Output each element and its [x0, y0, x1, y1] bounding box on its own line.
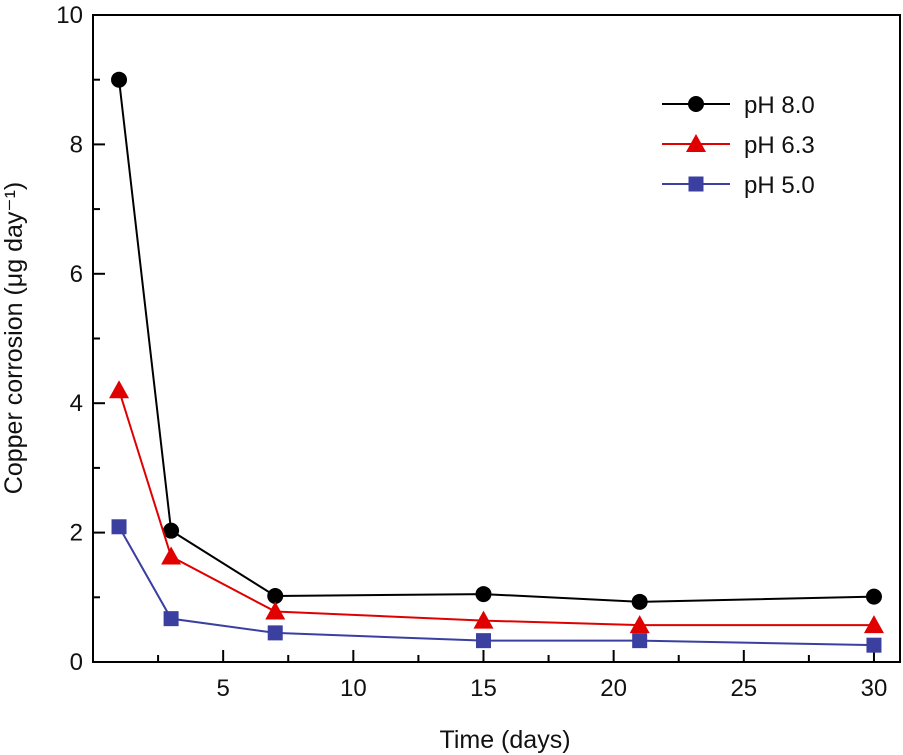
series-line — [118, 526, 874, 647]
legend-label: pH 5.0 — [744, 172, 815, 199]
legend: pH 8.0 pH 6.3 pH 5.0 — [662, 92, 815, 199]
legend-label: pH 6.3 — [744, 132, 815, 159]
y-tick-label: 8 — [70, 131, 83, 158]
x-axis-title: Time (days) — [439, 726, 570, 754]
data-point — [111, 71, 128, 88]
x-tick-label: 20 — [600, 675, 627, 702]
data-point — [475, 586, 492, 603]
y-tick-label: 0 — [70, 649, 83, 676]
data-point — [632, 633, 648, 649]
y-tick-label: 2 — [70, 520, 83, 547]
x-tick-label: 15 — [470, 675, 497, 702]
y-tick-label: 4 — [70, 390, 83, 417]
data-point — [163, 611, 179, 627]
data-point — [267, 588, 284, 605]
data-point — [863, 615, 884, 634]
data-point — [866, 637, 882, 653]
data-point — [629, 615, 650, 634]
series-line — [118, 389, 874, 627]
x-tick-label: 5 — [216, 675, 229, 702]
series-ph-8-0 — [111, 71, 882, 610]
data-point — [163, 522, 180, 539]
x-tick-label: 25 — [730, 675, 757, 702]
data-point — [267, 625, 283, 641]
data-point — [111, 519, 127, 535]
data-point — [109, 380, 130, 399]
legend-marker-circle-icon — [688, 96, 704, 112]
series-ph-6-3 — [109, 380, 884, 634]
y-tick-label: 10 — [56, 2, 83, 29]
legend-marker-square-icon — [688, 176, 704, 192]
data-point — [473, 610, 494, 629]
x-tick-label: 30 — [861, 675, 888, 702]
y-tick-label: 6 — [70, 261, 83, 288]
legend-label: pH 8.0 — [744, 92, 815, 119]
legend-marker-triangle-icon — [686, 134, 706, 152]
data-point — [631, 593, 648, 610]
data-point — [265, 601, 286, 620]
y-axis-title: Copper corrosion (μg day⁻¹) — [0, 182, 28, 494]
data-point — [161, 546, 182, 565]
series-ph-5-0 — [111, 519, 882, 653]
x-tick-label: 10 — [340, 675, 367, 702]
data-point — [865, 588, 882, 605]
data-point — [475, 633, 491, 649]
series-line — [118, 79, 874, 603]
